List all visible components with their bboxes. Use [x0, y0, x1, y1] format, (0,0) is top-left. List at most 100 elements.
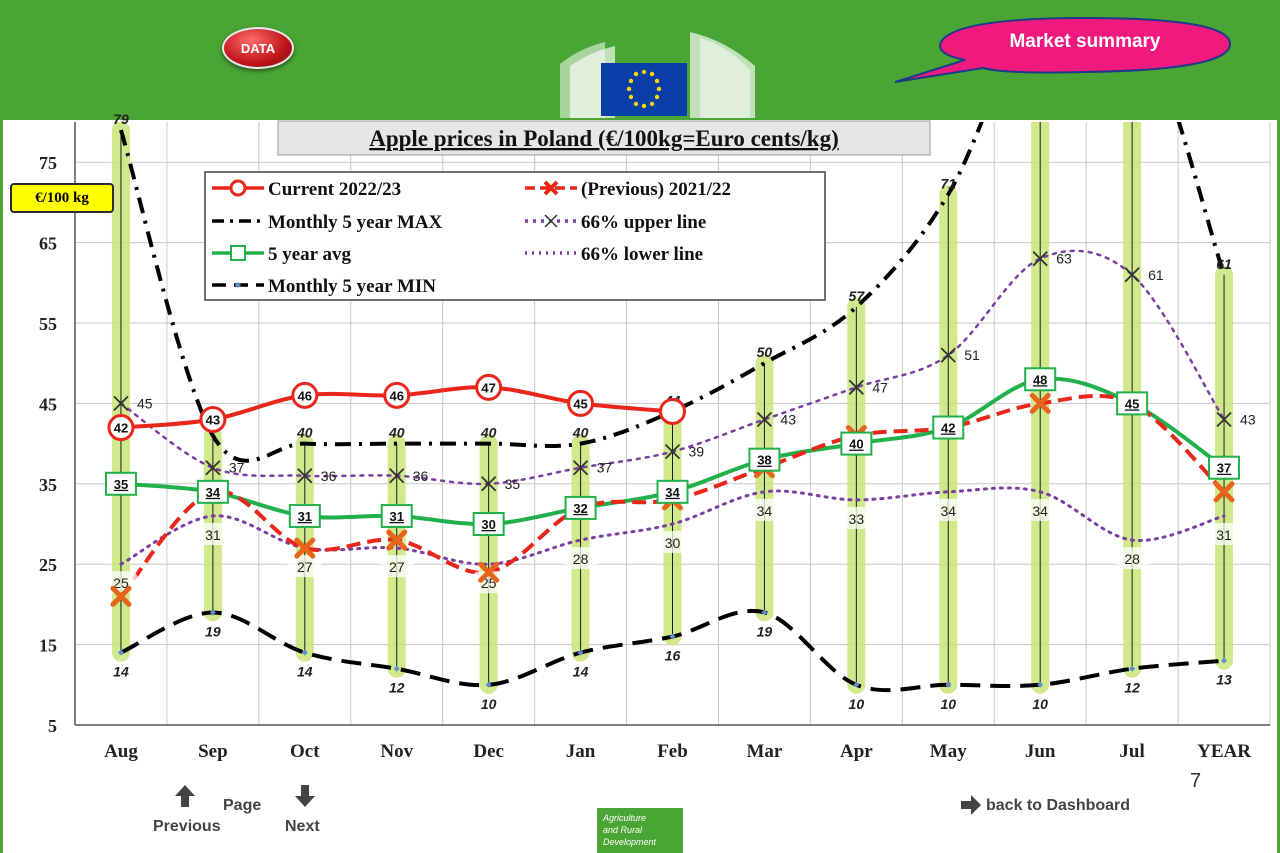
max-data-label: 40 [572, 425, 589, 441]
upper-data-label: 36 [321, 468, 337, 484]
x-tick-label: Nov [380, 741, 413, 762]
data-button[interactable]: DATA [222, 27, 294, 69]
max-data-label: 61 [1216, 256, 1232, 272]
arrow-up-icon[interactable] [174, 784, 196, 808]
avg-marker [380, 503, 413, 528]
y-tick-label: 45 [39, 394, 57, 414]
market-summary-bubble[interactable] [895, 14, 1235, 86]
legend-box [204, 171, 826, 301]
lower-data-label: 31 [1216, 527, 1232, 543]
legend-marker-current [229, 179, 247, 197]
lower-label-bg [931, 498, 966, 521]
min-marker [945, 681, 952, 688]
upper-data-label: 36 [413, 468, 429, 484]
avg-data-label: 31 [298, 509, 312, 524]
series-line-upper [119, 249, 1226, 486]
upper-marker [756, 411, 773, 428]
upper-data-label: 63 [1056, 251, 1072, 267]
min-marker [1221, 657, 1228, 664]
arrow-right-icon[interactable] [960, 795, 982, 815]
legend-label-upper: 66% upper line [581, 212, 706, 233]
legend-label-min: Monthly 5 year MIN [268, 276, 436, 297]
lower-label-bg [655, 531, 690, 553]
previous-marker [386, 529, 408, 551]
legend-label-max: Monthly 5 year MAX [268, 212, 443, 233]
next-link[interactable]: Next [285, 818, 320, 835]
legend-marker-min [235, 282, 241, 288]
legend-marker-avg [230, 245, 246, 261]
lower-data-label: 34 [940, 503, 956, 519]
min-marker [117, 649, 124, 656]
upper-data-label: 35 [505, 476, 521, 492]
avg-data-label: 48 [1033, 372, 1047, 387]
y-tick-label: 75 [39, 153, 57, 173]
avg-data-label: 45 [1125, 396, 1139, 411]
x-tick-label: Jul [1119, 741, 1144, 762]
agri-logo-line-3: Development [603, 837, 657, 847]
upper-marker [1216, 411, 1232, 428]
back-to-dashboard-link[interactable]: back to Dashboard [986, 797, 1131, 814]
min-marker [669, 633, 676, 640]
chart-title-bg [277, 120, 931, 156]
current-data-label: 42 [114, 421, 128, 436]
upper-marker [1124, 267, 1140, 283]
min-marker [301, 649, 308, 656]
x-tick-label: Apr [840, 741, 873, 762]
lower-data-label: 25 [113, 575, 129, 591]
avg-marker [656, 479, 689, 504]
previous-link[interactable]: Previous [153, 818, 221, 835]
min-data-label: 14 [113, 664, 129, 680]
agri-logo-line-2: and Rural [603, 825, 643, 835]
x-tick-label: Jan [566, 741, 596, 762]
x-tick-label: Aug [104, 741, 138, 762]
current-data-label: 45 [573, 396, 587, 411]
avg-data-label: 37 [1217, 461, 1231, 476]
upper-data-label: 47 [872, 379, 888, 395]
upper-data-label: 37 [229, 460, 245, 476]
min-data-label: 12 [389, 680, 405, 696]
current-data-label: 46 [298, 388, 312, 403]
y-tick-label: 65 [39, 234, 57, 254]
avg-data-label: 35 [114, 477, 128, 492]
min-data-label: 14 [573, 664, 589, 680]
x-tick-label: Oct [290, 741, 320, 762]
market-summary-link[interactable]: Market summary [1009, 31, 1161, 52]
x-tick-label: May [930, 741, 967, 762]
current-marker [291, 381, 319, 409]
agriculture-logo: Agriculture and Rural Development [597, 808, 683, 853]
lower-label-bg [287, 555, 322, 578]
upper-marker [113, 395, 129, 412]
arrow-down-icon[interactable] [294, 784, 316, 808]
lower-label-bg [471, 571, 506, 594]
lower-data-label: 30 [665, 535, 681, 551]
previous-marker [294, 537, 316, 559]
avg-data-label: 34 [665, 485, 680, 500]
y-tick-label: 25 [39, 555, 57, 575]
x-tick-label: Mar [746, 741, 782, 762]
chart-title: Apple prices in Poland (€/100kg=Euro cen… [369, 126, 839, 151]
min-data-label: 10 [940, 696, 956, 712]
min-marker [393, 665, 400, 672]
upper-marker [848, 379, 864, 395]
previous-marker [110, 585, 132, 607]
lower-label-bg [379, 555, 414, 578]
y-tick-label: 35 [39, 475, 57, 495]
max-data-label: 57 [849, 288, 866, 304]
min-marker [1037, 681, 1044, 688]
page-label: Page [223, 797, 262, 814]
lower-label-bg [839, 506, 874, 529]
lower-label-bg [1207, 522, 1242, 545]
upper-marker [940, 347, 956, 363]
avg-marker [840, 431, 873, 456]
current-marker [567, 389, 595, 417]
legend-marker-previous [543, 180, 559, 196]
legend-marker-upper [544, 214, 558, 228]
avg-marker [104, 471, 137, 496]
min-data-label: 10 [849, 696, 865, 712]
current-marker [659, 397, 686, 425]
min-marker [485, 681, 492, 688]
avg-marker [1116, 391, 1149, 416]
legend-label-previous: (Previous) 2021/22 [581, 179, 731, 200]
